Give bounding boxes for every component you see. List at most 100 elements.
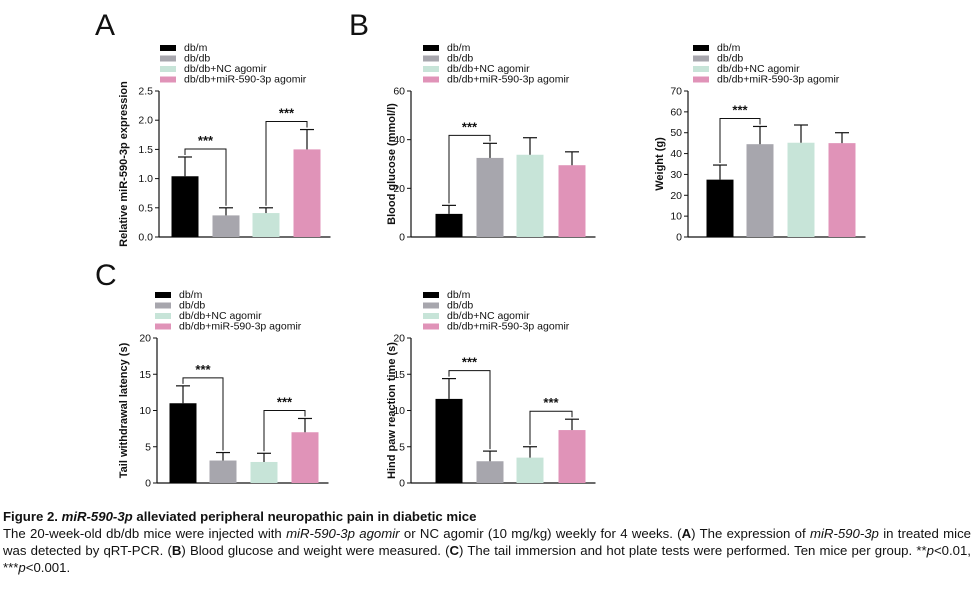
significance-bracket: [184, 148, 227, 206]
bar: [828, 143, 856, 237]
bar: [212, 215, 240, 237]
legend-label: db/db+miR-590-3p agomir: [447, 321, 570, 333]
figure-caption: Figure 2. miR-590-3p alleviated peripher…: [3, 508, 971, 576]
y-tick-label: 20: [393, 333, 405, 345]
legend-swatch: [423, 76, 439, 83]
significance-label: ***: [462, 355, 478, 370]
bar: [435, 213, 463, 237]
bar: [558, 430, 586, 483]
y-tick-label: 50: [670, 127, 682, 139]
y-tick-label: 5: [145, 441, 151, 453]
significance-bracket: [265, 121, 308, 206]
y-axis-label: Weight (g): [654, 137, 666, 191]
y-tick-label: 1.5: [138, 144, 153, 156]
legend-swatch: [160, 76, 176, 83]
y-tick-label: 60: [393, 86, 405, 98]
legend-label: db/db: [184, 53, 210, 65]
legend-swatch: [155, 323, 171, 330]
bar: [435, 398, 463, 483]
legend-swatch: [155, 313, 171, 319]
significance-label: ***: [198, 133, 214, 148]
legend-swatch: [423, 66, 439, 72]
y-tick-label: 40: [393, 134, 405, 146]
y-tick-label: 15: [139, 369, 151, 381]
legend-swatch: [423, 313, 439, 319]
y-tick-label: 0.0: [138, 232, 153, 244]
legend-label: db/db: [447, 300, 473, 312]
caption-text: ) The expression of: [691, 526, 810, 541]
legend-label: db/db: [447, 53, 473, 65]
bar: [706, 179, 734, 237]
y-tick-label: 1.0: [138, 173, 153, 185]
bar: [787, 142, 815, 237]
caption-text: or NC agomir (10 mg/kg) weekly for 4 wee…: [399, 526, 682, 541]
bar: [476, 157, 504, 237]
legend-swatch: [160, 55, 176, 62]
caption-ref-b: B: [171, 543, 182, 558]
legend-label: db/db+miR-590-3p agomir: [717, 74, 840, 86]
y-axis-label: Hind paw reaction time (s): [386, 342, 398, 479]
caption-ref-c: C: [449, 543, 460, 558]
y-tick-label: 20: [139, 333, 151, 345]
y-tick-label: 0: [145, 478, 151, 490]
y-tick-label: 15: [393, 369, 405, 381]
bar: [169, 403, 197, 483]
legend-label: db/db: [179, 300, 205, 312]
y-tick-label: 60: [670, 106, 682, 118]
caption-text: <0.001.: [25, 560, 71, 575]
legend-label: db/db+NC agomir: [179, 310, 262, 322]
bar: [209, 460, 237, 483]
significance-bracket: [182, 377, 224, 451]
bar: [291, 432, 319, 483]
legend-label: db/m: [717, 42, 741, 54]
panel-letter: B: [349, 9, 369, 42]
legend-swatch: [155, 302, 171, 309]
legend-label: db/db+miR-590-3p agomir: [184, 74, 307, 86]
y-tick-label: 0.5: [138, 202, 153, 214]
bar: [293, 149, 321, 237]
caption-title: Figure 2. miR-590-3p alleviated peripher…: [3, 508, 971, 525]
legend-label: db/db+NC agomir: [447, 63, 530, 75]
panel-letter: C: [95, 259, 117, 292]
legend-swatch: [693, 55, 709, 62]
caption-italic: p: [18, 560, 26, 575]
caption-body: The 20-week-old db/db mice were injected…: [3, 525, 971, 576]
y-axis-label: Tail withdrawal latency (s): [118, 342, 130, 478]
y-tick-label: 30: [670, 169, 682, 181]
caption-text: The 20-week-old db/db mice were injected…: [3, 526, 287, 541]
y-tick-label: 2.0: [138, 115, 153, 127]
caption-title-prefix: Figure 2.: [3, 509, 62, 524]
y-tick-label: 70: [670, 86, 682, 98]
y-tick-label: 10: [139, 405, 151, 417]
caption-title-gene: miR-590-3p: [61, 509, 133, 524]
legend-swatch: [423, 55, 439, 62]
bar: [171, 176, 199, 237]
caption-text: <0.01, ***: [3, 543, 971, 575]
legend-label: db/db+NC agomir: [184, 63, 267, 75]
y-axis-label: Relative miR-590-3p expression: [118, 81, 130, 247]
caption-italic: p: [926, 543, 934, 558]
caption-text: ) Blood glucose and weight were measured…: [181, 543, 450, 558]
legend-swatch: [693, 76, 709, 83]
legend-swatch: [693, 45, 709, 51]
y-tick-label: 0: [399, 232, 405, 244]
significance-bracket: [448, 134, 491, 204]
panel-letter: A: [95, 9, 115, 42]
legend-swatch: [693, 66, 709, 72]
y-tick-label: 0: [676, 232, 682, 244]
bar: [250, 461, 278, 483]
legend-label: db/db+NC agomir: [447, 310, 530, 322]
bar: [516, 154, 544, 237]
significance-label: ***: [543, 395, 559, 410]
significance-bracket: [263, 409, 306, 452]
legend-label: db/m: [447, 289, 471, 301]
significance-label: ***: [462, 119, 478, 134]
significance-label: ***: [279, 106, 295, 121]
y-tick-label: 2.5: [138, 86, 153, 98]
caption-italic: miR-590-3p agomir: [286, 526, 400, 541]
caption-text: ) The tail immersion and hot plate tests…: [459, 543, 927, 558]
y-tick-label: 10: [670, 211, 682, 223]
legend-label: db/db+NC agomir: [717, 63, 800, 75]
legend-swatch: [423, 302, 439, 309]
